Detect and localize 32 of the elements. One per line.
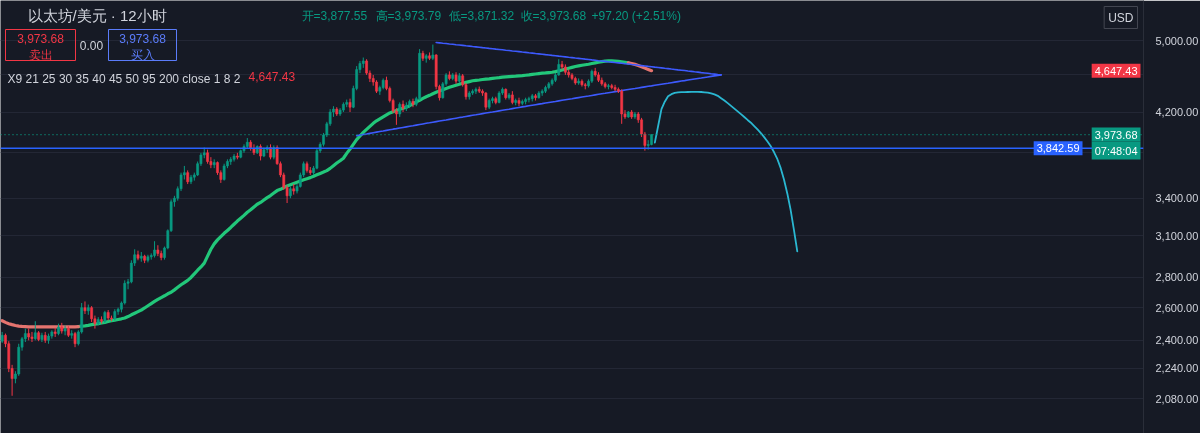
annotation: 4,647.43 bbox=[1094, 64, 1138, 77]
candlestick bbox=[30, 331, 34, 343]
annotation: 买入 bbox=[130, 47, 155, 62]
annotation: 3,973.68 bbox=[17, 31, 65, 46]
chart-title: 以太坊/美元 · 12小时 bbox=[27, 6, 167, 24]
annotation: USD bbox=[1108, 10, 1134, 25]
annotation: X9 21 25 30 35 40 45 50 95 200 close 1 8 2 bbox=[7, 71, 241, 86]
y-tick-label: 2,800.00 bbox=[1155, 271, 1199, 284]
candlestick bbox=[156, 244, 160, 257]
y-tick-label: 2,400.00 bbox=[1155, 334, 1199, 347]
ref-line-label: 3,842.59 bbox=[1036, 142, 1080, 155]
y-tick-label: 2,240.00 bbox=[1155, 362, 1199, 375]
annotation: 0.00 bbox=[79, 38, 104, 53]
y-tick-label: 3,400.00 bbox=[1155, 192, 1199, 205]
annotation: 卖出 bbox=[28, 47, 53, 62]
annotation: 高=3,973.79 bbox=[375, 8, 442, 23]
candlestick bbox=[560, 60, 564, 71]
line-series bbox=[653, 91, 799, 253]
candlestick bbox=[33, 320, 37, 341]
annotation: 开=3,877.55 bbox=[301, 8, 368, 23]
annotation: 低=3,871.32 bbox=[448, 8, 515, 23]
y-tick-label: 4,200.00 bbox=[1155, 106, 1199, 118]
annotation: 07:48:04 bbox=[1094, 144, 1138, 157]
annotation: 4,647.43 bbox=[248, 69, 296, 84]
y-tick-label: 2,080.00 bbox=[1155, 392, 1199, 405]
annotation: 3,973.68 bbox=[119, 31, 167, 46]
y-tick-label: 2,600.00 bbox=[1155, 301, 1199, 314]
y-tick-label: 3,100.00 bbox=[1155, 229, 1199, 242]
annotation: +97.20 (+2.51%) bbox=[591, 8, 681, 23]
annotation: 收=3,973.68 bbox=[520, 8, 587, 23]
y-tick-label: 5,000.00 bbox=[1155, 34, 1199, 47]
ref-line-label: 3,973.68 bbox=[1094, 128, 1138, 141]
